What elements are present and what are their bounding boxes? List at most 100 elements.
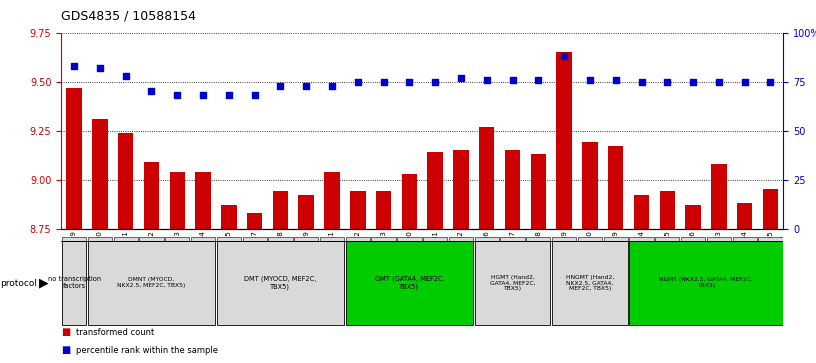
- Bar: [500, 237, 525, 241]
- Bar: [526, 237, 551, 241]
- Bar: [217, 237, 241, 241]
- Text: protocol: protocol: [0, 279, 37, 287]
- Bar: [629, 241, 783, 325]
- Text: ▶: ▶: [39, 277, 49, 290]
- Bar: [711, 164, 726, 229]
- Bar: [217, 241, 344, 325]
- Bar: [578, 237, 602, 241]
- Bar: [681, 237, 705, 241]
- Point: [557, 53, 570, 59]
- Bar: [604, 237, 628, 241]
- Text: DMNT (MYOCD,
NKX2.5, MEF2C, TBX5): DMNT (MYOCD, NKX2.5, MEF2C, TBX5): [118, 277, 186, 288]
- Point: [455, 75, 468, 81]
- Bar: [66, 87, 82, 229]
- Bar: [92, 119, 108, 229]
- Text: HGMT (Hand2,
GATA4, MEF2C,
TBX5): HGMT (Hand2, GATA4, MEF2C, TBX5): [490, 274, 535, 291]
- Point: [686, 79, 699, 85]
- Bar: [62, 241, 86, 325]
- Point: [738, 79, 752, 85]
- Bar: [191, 237, 215, 241]
- Point: [68, 63, 81, 69]
- Bar: [733, 237, 756, 241]
- Bar: [479, 127, 494, 229]
- Bar: [62, 237, 86, 241]
- Text: GDS4835 / 10588154: GDS4835 / 10588154: [61, 9, 196, 22]
- Bar: [707, 237, 731, 241]
- Point: [764, 79, 777, 85]
- Bar: [475, 237, 499, 241]
- Point: [583, 77, 596, 83]
- Bar: [195, 172, 211, 229]
- Bar: [397, 237, 422, 241]
- Bar: [320, 237, 344, 241]
- Bar: [401, 174, 417, 229]
- Point: [299, 83, 313, 89]
- Point: [119, 73, 132, 79]
- Text: no transcription
factors: no transcription factors: [47, 276, 100, 289]
- Bar: [453, 150, 468, 229]
- Text: ■: ■: [61, 345, 70, 355]
- Bar: [608, 146, 623, 229]
- Bar: [371, 237, 396, 241]
- Point: [712, 79, 725, 85]
- Bar: [475, 241, 551, 325]
- Bar: [737, 203, 752, 229]
- Text: percentile rank within the sample: percentile rank within the sample: [76, 346, 218, 355]
- Text: NGMT (NKX2.5, GATA4, MEF2C,
TBX5): NGMT (NKX2.5, GATA4, MEF2C, TBX5): [659, 277, 753, 288]
- Bar: [428, 152, 443, 229]
- Bar: [655, 237, 680, 241]
- Bar: [449, 237, 473, 241]
- Point: [197, 93, 210, 98]
- Bar: [165, 237, 189, 241]
- Point: [635, 79, 648, 85]
- Bar: [140, 237, 163, 241]
- Point: [351, 79, 364, 85]
- Point: [506, 77, 519, 83]
- Bar: [88, 241, 215, 325]
- Bar: [273, 191, 288, 229]
- Bar: [170, 172, 185, 229]
- Bar: [758, 237, 783, 241]
- Bar: [144, 162, 159, 229]
- Point: [326, 83, 339, 89]
- Bar: [629, 237, 654, 241]
- Bar: [530, 154, 546, 229]
- Bar: [113, 237, 138, 241]
- Bar: [324, 172, 339, 229]
- Bar: [294, 237, 318, 241]
- Bar: [557, 52, 572, 229]
- Bar: [118, 132, 133, 229]
- Point: [610, 77, 623, 83]
- Bar: [242, 237, 267, 241]
- Bar: [552, 241, 628, 325]
- Bar: [346, 237, 370, 241]
- Bar: [582, 142, 597, 229]
- Bar: [634, 195, 650, 229]
- Point: [661, 79, 674, 85]
- Bar: [685, 205, 701, 229]
- Point: [248, 93, 261, 98]
- Point: [274, 83, 287, 89]
- Text: transformed count: transformed count: [76, 328, 154, 337]
- Bar: [763, 189, 778, 229]
- Text: GMT (GATA4, MEF2C,
TBX5): GMT (GATA4, MEF2C, TBX5): [375, 276, 444, 290]
- Point: [145, 89, 158, 94]
- Bar: [423, 237, 447, 241]
- Bar: [247, 213, 263, 229]
- Text: ■: ■: [61, 327, 70, 337]
- Point: [222, 93, 235, 98]
- Bar: [88, 237, 112, 241]
- Bar: [299, 195, 314, 229]
- Point: [377, 79, 390, 85]
- Point: [171, 93, 184, 98]
- Bar: [659, 191, 675, 229]
- Bar: [221, 205, 237, 229]
- Point: [481, 77, 494, 83]
- Bar: [376, 191, 392, 229]
- Point: [403, 79, 416, 85]
- Text: HNGMT (Hand2,
NKX2.5, GATA4,
MEF2C, TBX5): HNGMT (Hand2, NKX2.5, GATA4, MEF2C, TBX5…: [565, 274, 614, 291]
- Bar: [346, 241, 473, 325]
- Bar: [552, 237, 576, 241]
- Bar: [505, 150, 521, 229]
- Point: [532, 77, 545, 83]
